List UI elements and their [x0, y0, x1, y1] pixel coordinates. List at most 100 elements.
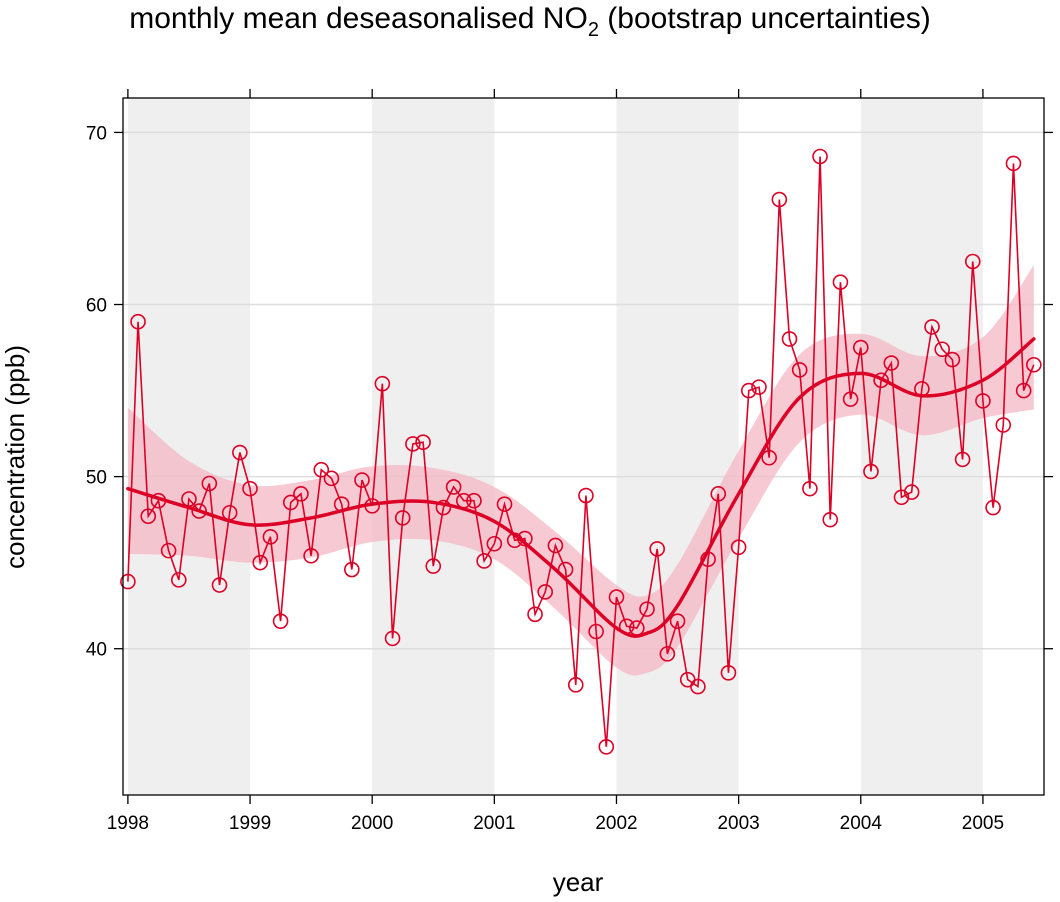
data-point	[252, 554, 269, 571]
data-point	[181, 491, 197, 507]
data-point	[578, 487, 594, 504]
data-point	[242, 480, 258, 497]
data-point	[985, 499, 1001, 516]
data-point	[832, 274, 849, 290]
data-point	[863, 463, 879, 480]
data-point	[964, 253, 981, 270]
data-point	[364, 498, 380, 514]
data-point	[232, 444, 248, 461]
data-point	[852, 339, 869, 356]
x-tick-label: 2002	[595, 813, 637, 834]
chart-title-main: monthly mean deseasonalised NO	[129, 2, 588, 35]
x-tick-label: 2003	[717, 813, 759, 834]
y-tick-label: 60	[86, 296, 107, 317]
data-point	[761, 449, 777, 466]
x-tick-label: 1999	[229, 813, 271, 834]
data-point	[333, 496, 350, 512]
data-point	[995, 417, 1012, 433]
data-point	[914, 381, 930, 397]
data-point	[802, 480, 818, 497]
chart-title-subscript: 2	[588, 19, 599, 41]
data-point	[547, 537, 564, 554]
data-point	[374, 375, 391, 392]
x-tick-label: 2005	[962, 813, 1004, 834]
data-point	[435, 499, 452, 516]
data-point	[425, 558, 442, 574]
data-point	[791, 362, 808, 378]
uncertainty-band-layer	[127, 264, 1034, 676]
x-tick-label: 2004	[840, 813, 883, 834]
data-point	[1015, 382, 1032, 399]
data-point	[313, 461, 330, 478]
plot-frame	[122, 97, 1045, 796]
data-point	[476, 553, 492, 569]
data-point	[527, 606, 543, 623]
data-point	[506, 532, 523, 549]
data-point	[822, 511, 839, 528]
data-point	[211, 577, 228, 593]
data-point	[354, 472, 370, 488]
data-point	[1026, 356, 1042, 373]
data-point	[120, 573, 136, 590]
observed-line	[127, 156, 1035, 747]
data-point	[873, 372, 889, 389]
x-tick-label: 2000	[351, 813, 393, 834]
x-tick-label: 1998	[107, 813, 149, 834]
data-point	[415, 434, 431, 451]
data-point	[567, 677, 584, 693]
shaded-year-band	[372, 98, 495, 795]
data-point	[618, 618, 635, 635]
data-point	[557, 561, 574, 578]
data-point	[272, 613, 289, 629]
data-point	[659, 646, 676, 662]
data-point	[934, 341, 951, 358]
data-point	[384, 630, 401, 647]
uncertainty-band	[127, 264, 1034, 676]
data-point	[629, 620, 645, 636]
data-point	[608, 589, 625, 605]
data-point	[394, 510, 411, 526]
data-point	[588, 623, 604, 640]
data-point	[690, 678, 706, 695]
axes: 1998 1999 2000 2001 2002 2003 2004 2005 40 50 60 70	[86, 89, 1053, 834]
data-point	[282, 494, 299, 511]
data-point	[221, 504, 238, 521]
data-point	[812, 148, 828, 165]
x-tick-label: 2001	[473, 813, 515, 834]
data-point	[944, 351, 961, 368]
data-point	[140, 508, 157, 525]
y-tick-label: 50	[86, 468, 107, 489]
data-point	[639, 601, 655, 617]
data-point	[669, 613, 686, 629]
data-point	[303, 547, 319, 564]
data-point	[903, 484, 920, 500]
data-point	[954, 451, 971, 468]
x-axis-label: year	[553, 867, 604, 897]
data-point	[883, 355, 900, 371]
data-point	[160, 542, 177, 559]
data-point	[771, 191, 788, 208]
shaded-year-band	[860, 98, 983, 795]
shaded-year-band	[616, 98, 739, 795]
y-tick-label: 70	[86, 123, 107, 144]
data-point	[1005, 155, 1022, 172]
data-point	[741, 382, 757, 399]
data-point	[170, 572, 187, 588]
data-point	[466, 492, 482, 509]
plot-background	[127, 98, 983, 795]
data-point	[924, 319, 940, 335]
data-point	[150, 492, 167, 509]
data-point	[130, 313, 146, 330]
data-point	[700, 551, 716, 568]
data-point	[975, 393, 991, 409]
data-point	[781, 331, 798, 347]
data-point	[751, 379, 767, 395]
y-axis-label: concentration (ppb)	[0, 345, 30, 569]
data-point	[893, 489, 910, 506]
data-point	[191, 503, 207, 519]
data-point	[720, 665, 737, 681]
data-point	[262, 529, 279, 545]
data-point	[405, 436, 421, 452]
